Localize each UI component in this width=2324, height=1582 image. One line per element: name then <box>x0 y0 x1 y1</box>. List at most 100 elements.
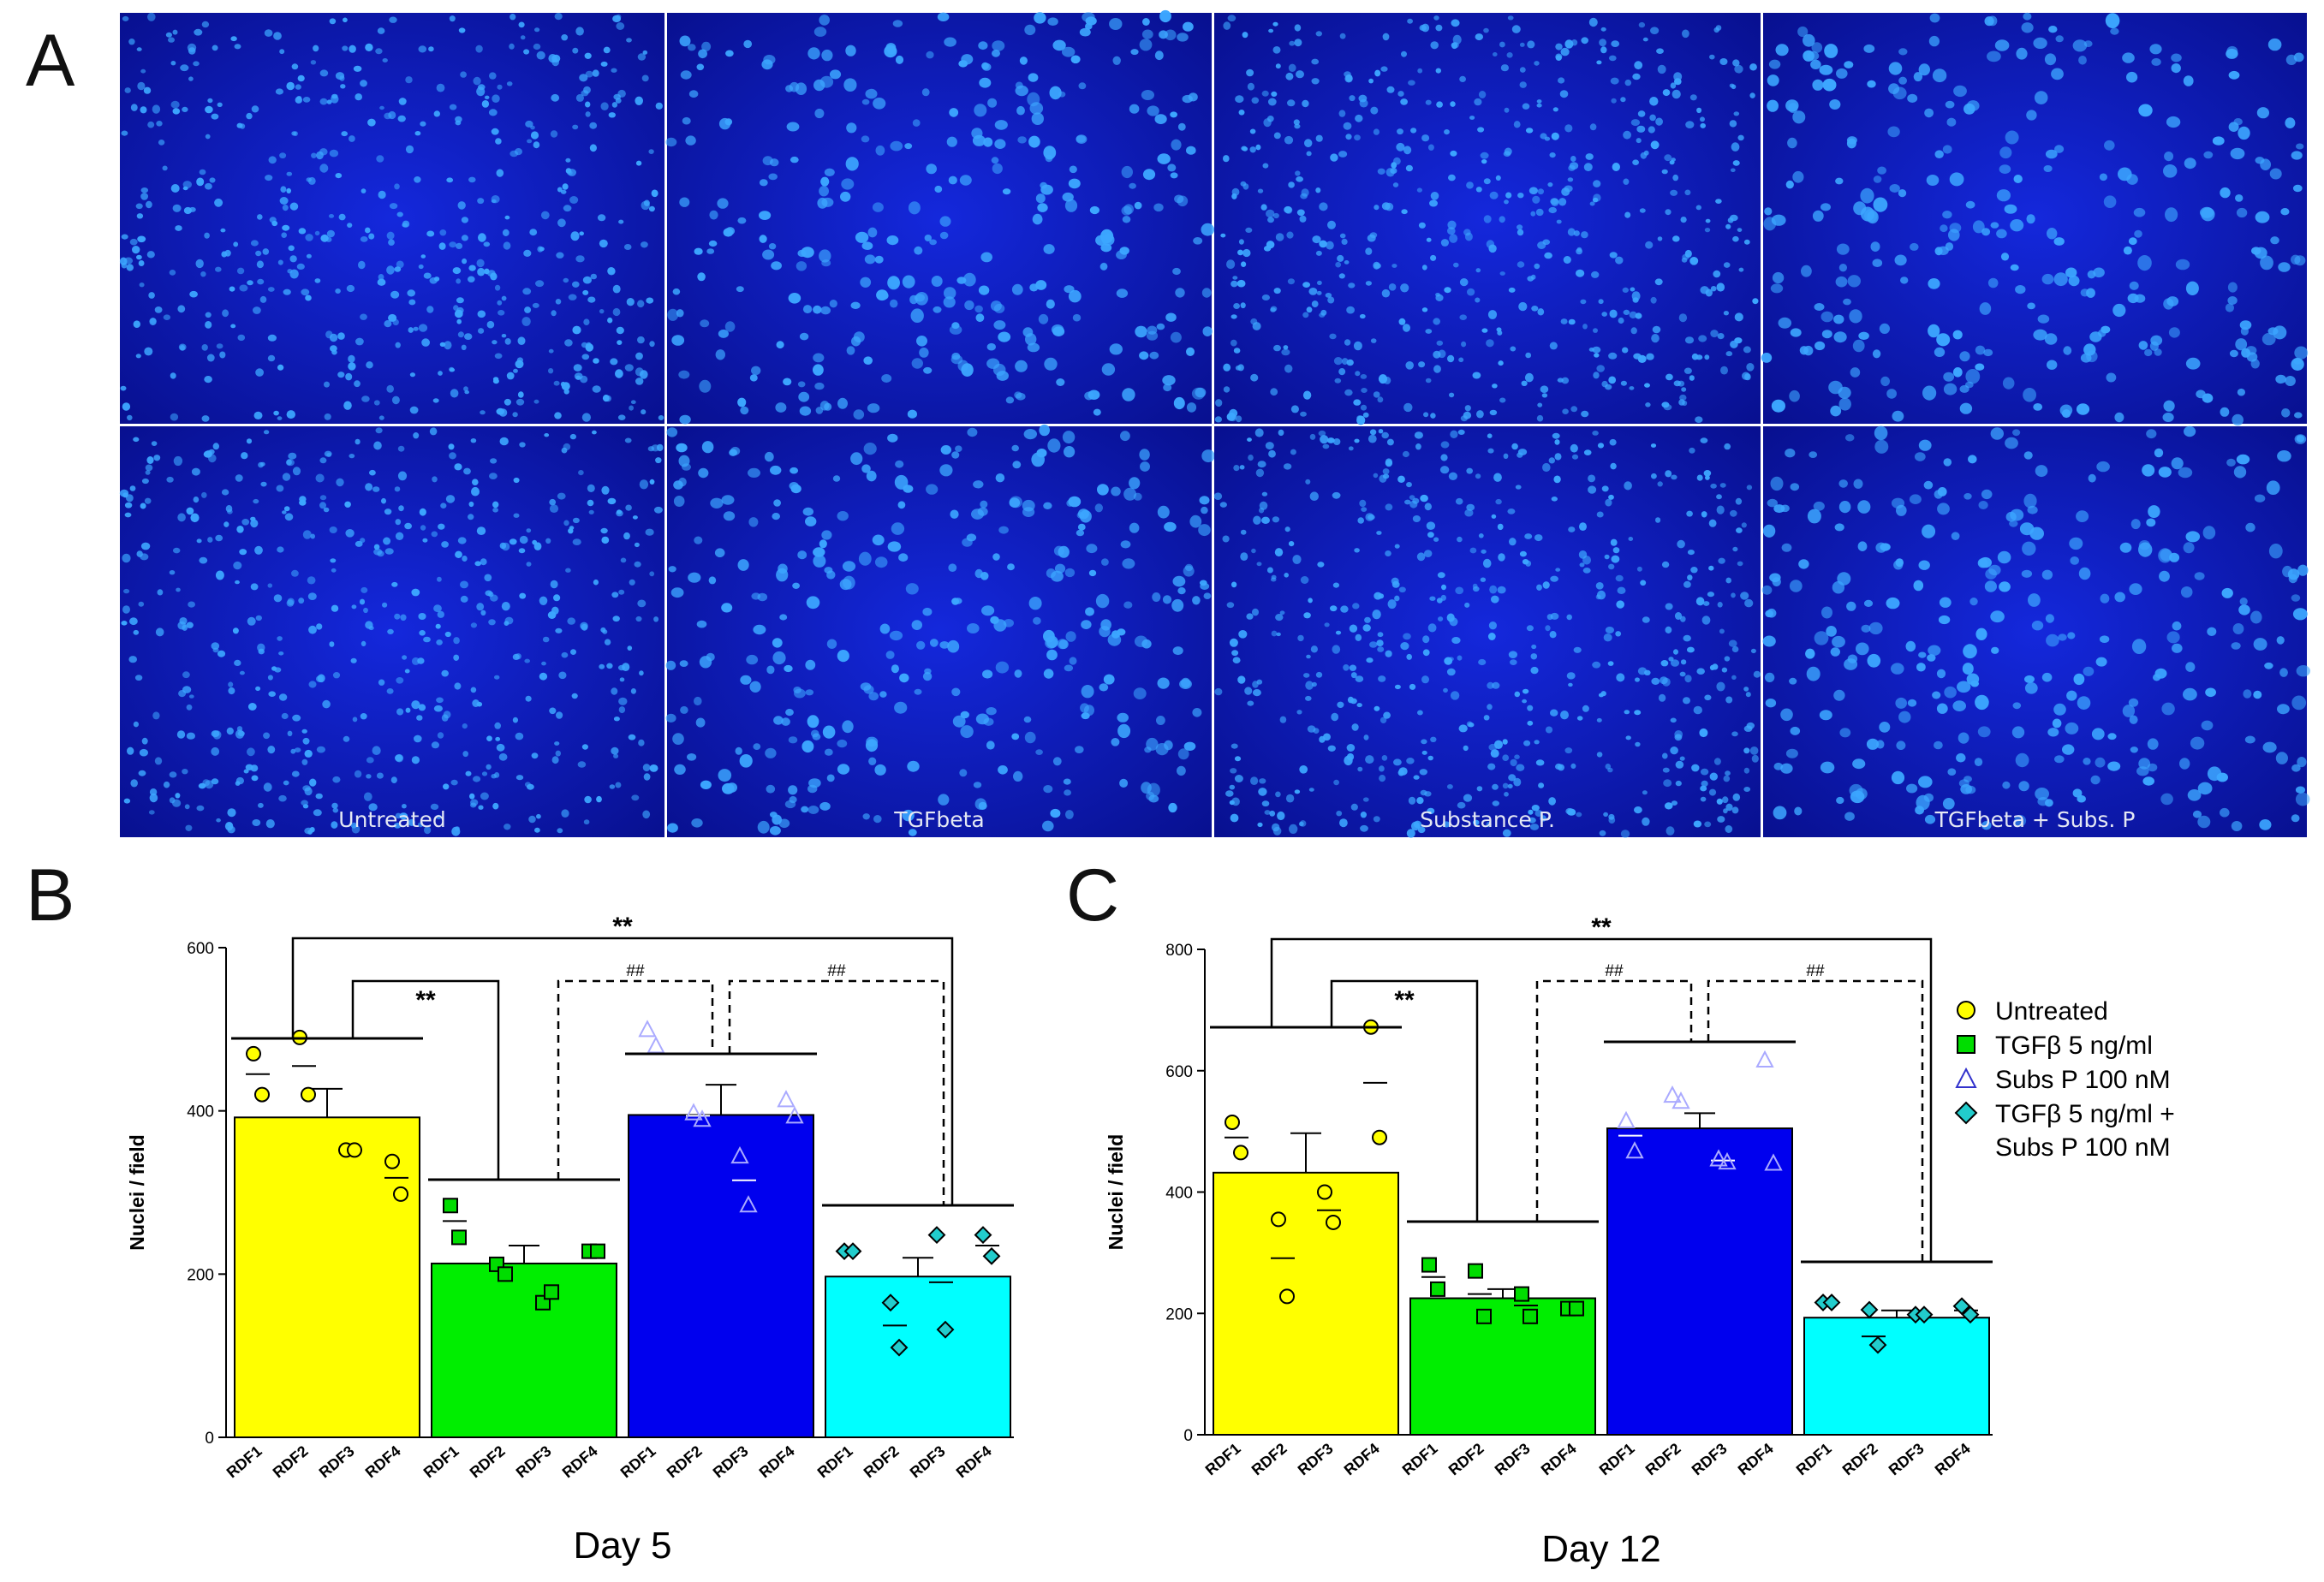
nucleus <box>1493 473 1502 482</box>
nucleus <box>195 259 204 269</box>
nucleus <box>1826 626 1837 637</box>
nucleus <box>1680 217 1687 223</box>
nucleus <box>2019 522 2035 536</box>
nucleus <box>1226 602 1235 609</box>
nucleus <box>438 523 445 530</box>
nucleus <box>1805 648 1815 659</box>
nucleus <box>1306 306 1313 313</box>
nucleus <box>172 108 181 115</box>
nucleus <box>1734 337 1743 344</box>
nucleus <box>933 306 942 313</box>
nucleus <box>564 339 573 347</box>
category-label: RDF3 <box>316 1442 358 1482</box>
nucleus <box>484 574 492 582</box>
nucleus <box>1918 651 1927 658</box>
nucleus <box>421 338 430 347</box>
nucleus <box>993 619 1007 632</box>
nucleus <box>623 244 632 250</box>
nucleus <box>908 201 921 215</box>
nucleus <box>1601 485 1609 492</box>
nucleus <box>2221 587 2233 598</box>
nucleus <box>626 298 635 306</box>
nucleus <box>361 586 368 593</box>
nucleus <box>1564 185 1573 193</box>
nucleus <box>1251 97 1260 104</box>
nucleus <box>186 704 193 711</box>
nucleus <box>1593 328 1598 333</box>
nucleus <box>1426 521 1436 530</box>
nucleus <box>1311 78 1320 85</box>
nucleus <box>1663 404 1672 411</box>
nucleus <box>1398 318 1406 325</box>
nucleus <box>1588 348 1594 352</box>
legend-label-tgfb-subsp: TGFβ 5 ng/ml + <box>1995 1100 2175 1128</box>
category-label: RDF3 <box>710 1442 752 1482</box>
nucleus <box>1535 759 1545 766</box>
nucleus <box>182 624 188 631</box>
nucleus <box>1486 339 1494 348</box>
nucleus <box>1877 166 1887 175</box>
nucleus <box>826 639 837 649</box>
nucleus <box>1532 195 1540 204</box>
nucleus <box>1094 503 1104 513</box>
nucleus <box>1140 461 1150 472</box>
nucleus <box>1256 562 1262 567</box>
nucleus <box>311 152 317 158</box>
nucleus <box>1076 512 1085 519</box>
nucleus <box>301 758 308 765</box>
nucleus <box>418 704 426 711</box>
nucleus <box>1530 666 1539 675</box>
nucleus <box>617 340 623 345</box>
nucleus <box>1240 529 1247 535</box>
nucleus <box>1678 399 1685 406</box>
nucleus <box>1406 758 1415 764</box>
nucleus <box>730 446 741 455</box>
nucleus <box>509 14 516 21</box>
nucleus <box>642 810 651 819</box>
nucleus <box>1070 55 1081 64</box>
nucleus <box>637 53 647 61</box>
nucleus <box>1813 501 1825 511</box>
nucleus <box>2005 437 2018 449</box>
nucleus <box>1596 752 1603 758</box>
nucleus <box>1436 101 1443 108</box>
nucleus <box>998 331 1011 342</box>
nucleus <box>1332 491 1341 499</box>
nucleus <box>1731 731 1738 737</box>
nucleus <box>271 220 278 227</box>
nucleus <box>1605 498 1612 507</box>
nucleus <box>1970 680 1980 687</box>
nucleus <box>916 640 926 650</box>
nucleus <box>2107 733 2117 740</box>
nucleus <box>1952 700 1966 711</box>
nucleus <box>1938 615 1951 625</box>
nucleus <box>700 780 712 789</box>
nucleus <box>1129 182 1136 189</box>
nucleus <box>748 467 760 479</box>
nucleus <box>1858 331 1869 340</box>
nucleus <box>1522 699 1527 704</box>
nucleus <box>1349 95 1356 102</box>
nucleus <box>1119 247 1129 255</box>
nucleus <box>316 746 325 753</box>
nucleus <box>526 562 532 567</box>
nucleus <box>995 661 1010 674</box>
nucleus <box>1701 511 1707 518</box>
nucleus <box>994 139 1006 149</box>
nucleus <box>1749 746 1759 755</box>
nucleus <box>1425 99 1432 105</box>
nucleus <box>2096 461 2110 473</box>
nucleus <box>1525 352 1532 359</box>
nucleus <box>1975 363 1985 371</box>
micrograph-background <box>1214 426 1761 837</box>
nucleus <box>890 299 898 308</box>
nucleus <box>235 580 240 585</box>
nucleus <box>382 58 388 62</box>
point-diamond <box>1860 1300 1879 1319</box>
nucleus <box>2238 126 2250 140</box>
nucleus <box>1870 241 1880 252</box>
nucleus <box>396 677 404 684</box>
nucleus <box>583 86 591 94</box>
nucleus <box>688 572 701 583</box>
nucleus <box>891 664 899 674</box>
